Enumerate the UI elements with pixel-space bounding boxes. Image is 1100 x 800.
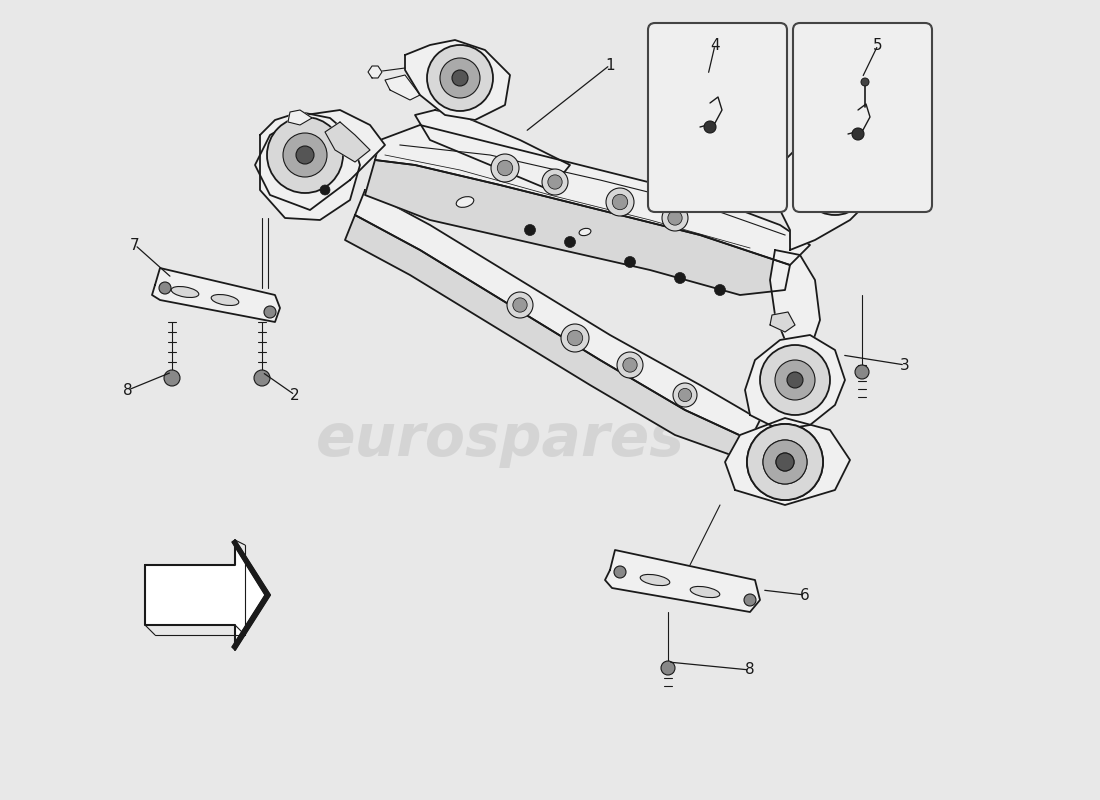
Circle shape (160, 282, 170, 294)
Circle shape (542, 169, 568, 195)
Circle shape (625, 257, 636, 267)
Circle shape (568, 330, 583, 346)
Circle shape (662, 205, 688, 231)
Text: 8: 8 (123, 382, 133, 398)
Circle shape (763, 440, 807, 484)
Polygon shape (345, 215, 750, 460)
Ellipse shape (211, 294, 239, 306)
Polygon shape (260, 112, 360, 220)
Circle shape (283, 133, 327, 177)
Circle shape (320, 185, 330, 195)
Text: 8: 8 (745, 662, 755, 678)
Circle shape (674, 273, 685, 283)
FancyBboxPatch shape (793, 23, 932, 212)
Polygon shape (324, 122, 370, 162)
Circle shape (827, 172, 843, 188)
Polygon shape (415, 110, 570, 190)
Polygon shape (375, 125, 810, 265)
Polygon shape (288, 110, 312, 125)
Text: 5: 5 (873, 38, 883, 53)
Circle shape (815, 160, 855, 200)
Text: 7: 7 (130, 238, 140, 253)
Circle shape (800, 145, 870, 215)
Circle shape (747, 424, 823, 500)
Circle shape (452, 70, 468, 86)
Polygon shape (365, 160, 790, 295)
Circle shape (440, 58, 480, 98)
Circle shape (760, 345, 830, 415)
Circle shape (668, 211, 682, 225)
Circle shape (747, 424, 823, 500)
Ellipse shape (690, 586, 719, 598)
Circle shape (507, 292, 534, 318)
Circle shape (491, 154, 519, 182)
Circle shape (776, 453, 794, 471)
Ellipse shape (456, 197, 474, 207)
Circle shape (561, 324, 588, 352)
Polygon shape (776, 130, 880, 250)
Circle shape (673, 383, 697, 407)
Circle shape (296, 146, 314, 164)
Circle shape (513, 298, 527, 312)
Circle shape (264, 306, 276, 318)
Circle shape (497, 160, 513, 176)
Circle shape (704, 121, 716, 133)
Text: eurospares: eurospares (316, 411, 684, 469)
Circle shape (623, 358, 637, 372)
Circle shape (763, 440, 807, 484)
Polygon shape (368, 66, 382, 78)
Circle shape (852, 128, 864, 140)
Circle shape (525, 225, 536, 235)
Circle shape (617, 352, 643, 378)
Circle shape (744, 594, 756, 606)
Circle shape (548, 175, 562, 189)
Circle shape (606, 188, 634, 216)
Circle shape (776, 453, 794, 471)
Circle shape (776, 360, 815, 400)
Circle shape (267, 117, 343, 193)
Circle shape (661, 661, 675, 675)
Circle shape (614, 566, 626, 578)
Polygon shape (385, 75, 420, 100)
Polygon shape (152, 268, 280, 322)
Ellipse shape (172, 286, 199, 298)
FancyBboxPatch shape (648, 23, 786, 212)
Polygon shape (745, 335, 845, 430)
Polygon shape (355, 190, 760, 440)
Circle shape (564, 237, 575, 247)
Polygon shape (725, 418, 850, 505)
Circle shape (679, 388, 692, 402)
Circle shape (254, 370, 270, 386)
Polygon shape (770, 250, 820, 350)
Circle shape (613, 194, 628, 210)
Text: 6: 6 (800, 587, 810, 602)
Text: 2: 2 (290, 387, 300, 402)
Ellipse shape (579, 228, 591, 236)
Circle shape (786, 372, 803, 388)
Polygon shape (232, 540, 270, 650)
Circle shape (427, 45, 493, 111)
Text: 1: 1 (605, 58, 615, 73)
Text: 3: 3 (900, 358, 910, 373)
Circle shape (855, 365, 869, 379)
Polygon shape (145, 540, 270, 650)
Polygon shape (605, 550, 760, 612)
Ellipse shape (640, 574, 670, 586)
Text: 4: 4 (711, 38, 719, 53)
Polygon shape (405, 40, 510, 120)
Circle shape (715, 285, 726, 295)
Circle shape (861, 78, 869, 86)
Polygon shape (770, 312, 795, 332)
Circle shape (164, 370, 180, 386)
Polygon shape (255, 110, 385, 210)
